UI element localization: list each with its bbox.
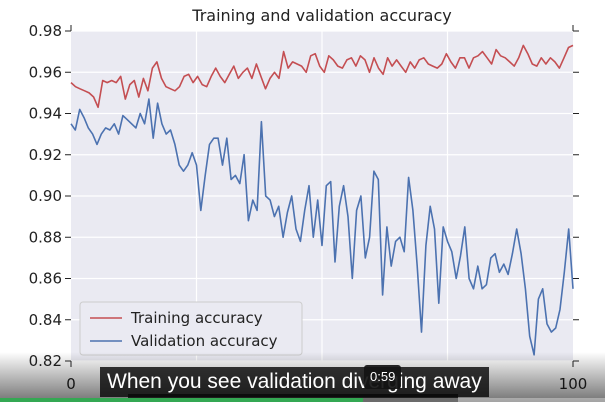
legend-label-training: Training accuracy [130, 309, 263, 327]
y-tick-label-6: 0.94 [29, 105, 62, 123]
video-progress-bar[interactable] [0, 398, 605, 402]
series-line-validation [70, 98, 574, 356]
chart-legend: Training accuracy Validation accuracy [79, 301, 303, 356]
y-tick-label-7: 0.96 [29, 63, 62, 81]
chart-title: Training and validation accuracy [191, 6, 451, 25]
video-timestamp[interactable]: 0:59 [364, 365, 402, 389]
y-tick-label-4: 0.90 [29, 187, 62, 205]
y-tick-label-1: 0.84 [29, 311, 62, 329]
series-lines [70, 44, 574, 356]
subtitle-caption: When you see validation diverging away [100, 367, 489, 397]
series-line-training [70, 44, 574, 109]
y-tick-label-5: 0.92 [29, 146, 62, 164]
y-tick-label-8: 0.98 [29, 22, 62, 40]
legend-label-validation: Validation accuracy [131, 332, 278, 350]
y-tick-label-2: 0.86 [29, 270, 62, 288]
y-tick-label-3: 0.88 [29, 228, 62, 246]
video-progress-fill [0, 398, 363, 402]
